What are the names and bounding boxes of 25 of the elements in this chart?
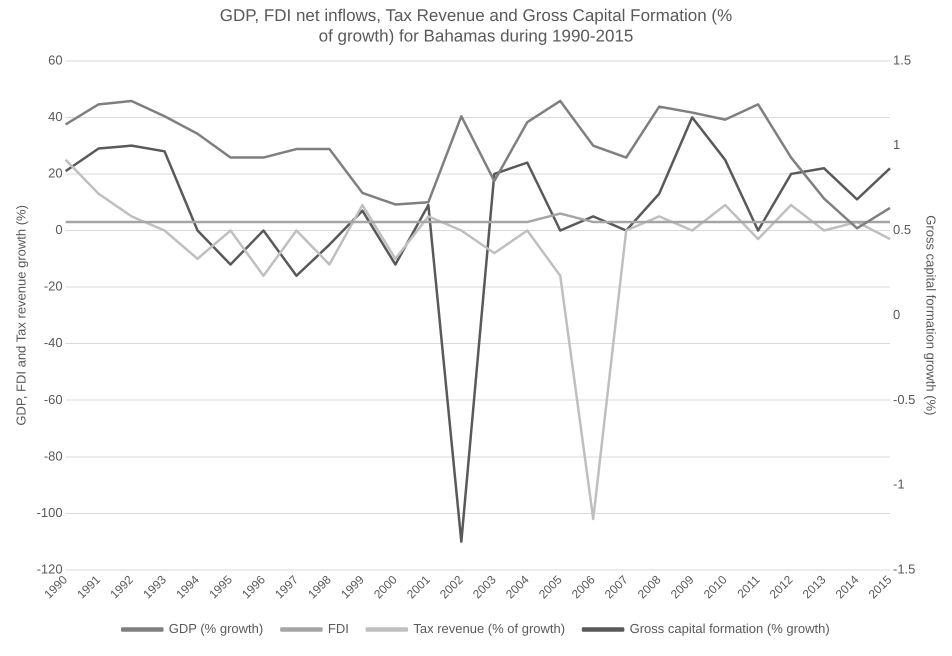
y-axis-title: GDP, FDI and Tax revenue growth (%) (13, 205, 28, 426)
y2-tick-label: -0.5 (893, 392, 916, 407)
y-tick-label: -80 (44, 448, 63, 464)
y-tick-label: 0 (55, 222, 63, 238)
y2-tick-label: 0 (893, 306, 900, 322)
text: GDP, FDI net inflows, Tax Revenue and Gross Capital Formation (% (220, 6, 732, 25)
y-tick-label: -60 (44, 392, 63, 407)
y-tick-label: -20 (44, 278, 63, 294)
y-tick-label: 60 (48, 52, 63, 68)
y-tick-label: 40 (48, 108, 63, 124)
y2-tick-label: 0.5 (893, 222, 912, 238)
legend-label: Gross capital formation (% growth) (630, 621, 830, 636)
y-tick-label: -120 (36, 562, 63, 577)
legend-label: GDP (% growth) (168, 621, 264, 636)
y-tick-label: -100 (36, 504, 63, 520)
y2-tick-label: -1.5 (893, 562, 916, 577)
text: of growth) for Bahamas during 1990-2015 (318, 26, 634, 46)
legend-label: Tax revenue (% of growth) (413, 621, 566, 636)
y2-tick-label: 1.5 (893, 52, 912, 68)
y2-tick-label: -1 (893, 476, 905, 492)
y2-axis-title: Gross capital formation growth (%) (924, 215, 939, 416)
y2-tick-label: 1 (893, 137, 900, 152)
y-tick-label: -40 (44, 335, 63, 350)
y-tick-label: 20 (48, 166, 63, 181)
legend-label: FDI (328, 621, 349, 636)
